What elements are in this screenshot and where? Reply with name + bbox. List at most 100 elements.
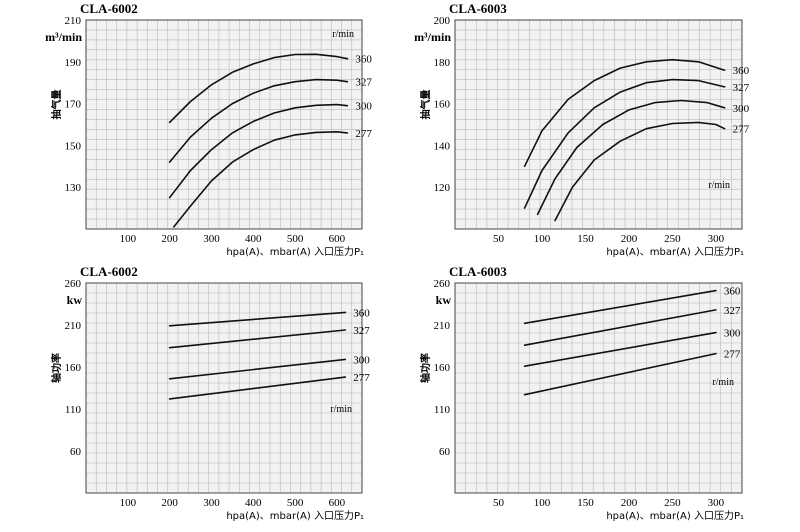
series-line-300 <box>168 358 347 380</box>
y-tick-label: 260 <box>434 278 451 290</box>
y-tick-label: 200 <box>434 15 451 27</box>
plot-area <box>86 283 362 493</box>
grid <box>86 20 362 229</box>
plot-frame <box>85 19 363 230</box>
y-tick-label: 160 <box>434 362 451 374</box>
x-tick-label: 150 <box>577 497 594 509</box>
plot-area <box>86 20 362 229</box>
grid <box>455 20 742 229</box>
series-label-300: 300 <box>353 354 370 366</box>
y-tick-label: 110 <box>434 404 451 416</box>
chart-title: CLA-6003 <box>449 264 507 279</box>
y-tick-label: 170 <box>65 99 82 111</box>
series-line-360 <box>168 311 347 327</box>
x-axis-label: hpa(A)、mbar(A) 入口压力P₁ <box>606 509 744 522</box>
series-label-327: 327 <box>353 325 370 337</box>
plot-area <box>455 20 742 229</box>
y-tick-label: 210 <box>65 320 82 332</box>
x-tick-label: 150 <box>577 233 594 245</box>
x-axis-label: hpa(A)、mbar(A) 入口压力P₁ <box>226 509 364 522</box>
series-line-360 <box>523 289 717 325</box>
chart-panel-1: CLA-6002 m³/min 抽气量 130 150 170 190 210 100 200 30… <box>45 1 372 258</box>
y-tick-label: 130 <box>65 182 82 194</box>
y-tick-label: 210 <box>65 15 82 27</box>
x-tick-label: 100 <box>534 497 551 509</box>
y-tick-label: 180 <box>434 57 451 69</box>
chart-panel-4: CLA-6003 kw 轴功率 60 110 160 210 260 50 100 150 200 25… <box>419 264 744 522</box>
grid <box>455 283 742 493</box>
x-tick-label: 50 <box>493 233 505 245</box>
series-label-360: 360 <box>353 307 370 319</box>
speed-unit-label: r/min <box>712 377 734 388</box>
grid <box>86 283 362 493</box>
x-tick-label: 300 <box>203 497 220 509</box>
x-tick-label: 250 <box>664 233 681 245</box>
y-tick-label: 60 <box>439 446 451 458</box>
x-tick-label: 100 <box>534 233 551 245</box>
plot-area <box>455 283 742 493</box>
x-axis-label: hpa(A)、mbar(A) 入口压力P₁ <box>226 245 364 258</box>
y-tick-label: 60 <box>70 446 82 458</box>
series-label-277: 277 <box>355 128 372 140</box>
x-tick-label: 200 <box>621 233 638 245</box>
x-tick-label: 500 <box>287 497 304 509</box>
plot-frame <box>454 19 743 230</box>
x-tick-label: 200 <box>161 497 178 509</box>
series-line-300 <box>536 99 726 216</box>
y-tick-label: 210 <box>434 320 451 332</box>
y-unit-label: m³/min <box>45 30 82 44</box>
series-label-277: 277 <box>733 124 750 136</box>
x-tick-label: 400 <box>245 497 262 509</box>
series-label-277: 277 <box>724 349 741 361</box>
series-label-360: 360 <box>733 65 750 77</box>
series-line-277 <box>168 376 347 400</box>
series-line-327 <box>168 329 347 349</box>
plot-frame <box>454 282 743 494</box>
series-label-300: 300 <box>355 101 372 113</box>
series-label-327: 327 <box>733 82 750 94</box>
y-tick-label: 110 <box>65 404 82 416</box>
series-line-277 <box>554 121 726 222</box>
series-line-300 <box>523 331 717 368</box>
y-tick-label: 160 <box>434 99 451 111</box>
y-tick-label: 120 <box>434 182 451 194</box>
series-label-360: 360 <box>724 286 741 298</box>
x-tick-label: 200 <box>161 233 178 245</box>
y-axis-label: 抽气量 <box>419 90 432 120</box>
series-line-327 <box>523 309 717 347</box>
y-tick-label: 260 <box>65 278 82 290</box>
series-line-327 <box>523 78 726 209</box>
y-axis-label: 轴功率 <box>50 353 63 383</box>
x-tick-label: 300 <box>708 497 725 509</box>
series-label-360: 360 <box>355 54 372 66</box>
x-tick-label: 600 <box>329 233 346 245</box>
chart-panel-3: CLA-6002 kw 轴功率 60 110 160 210 260 100 200 300 400 5… <box>50 264 370 522</box>
y-axis-label: 轴功率 <box>419 353 432 383</box>
x-tick-label: 400 <box>245 233 262 245</box>
x-tick-label: 300 <box>708 233 725 245</box>
chart-title: CLA-6002 <box>80 1 138 16</box>
x-tick-label: 500 <box>287 233 304 245</box>
x-tick-label: 250 <box>664 497 681 509</box>
x-axis-label: hpa(A)、mbar(A) 入口压力P₁ <box>606 245 744 258</box>
chart-title: CLA-6003 <box>449 1 507 16</box>
series-line-300 <box>168 103 349 199</box>
plot-frame <box>85 282 363 494</box>
chart-title: CLA-6002 <box>80 264 138 279</box>
series-label-300: 300 <box>724 328 741 340</box>
series-label-327: 327 <box>724 305 741 317</box>
speed-unit-label: r/min <box>332 29 354 40</box>
y-tick-label: 160 <box>65 362 82 374</box>
y-tick-label: 190 <box>65 57 82 69</box>
x-tick-label: 300 <box>203 233 220 245</box>
series-label-327: 327 <box>355 77 372 89</box>
series-label-300: 300 <box>733 103 750 115</box>
x-tick-label: 100 <box>120 233 137 245</box>
y-unit-label: kw <box>436 293 452 307</box>
x-tick-label: 600 <box>329 497 346 509</box>
series-line-327 <box>168 78 349 163</box>
x-tick-label: 100 <box>120 497 137 509</box>
y-axis-label: 抽气量 <box>50 90 63 120</box>
series-line-360 <box>523 58 726 168</box>
